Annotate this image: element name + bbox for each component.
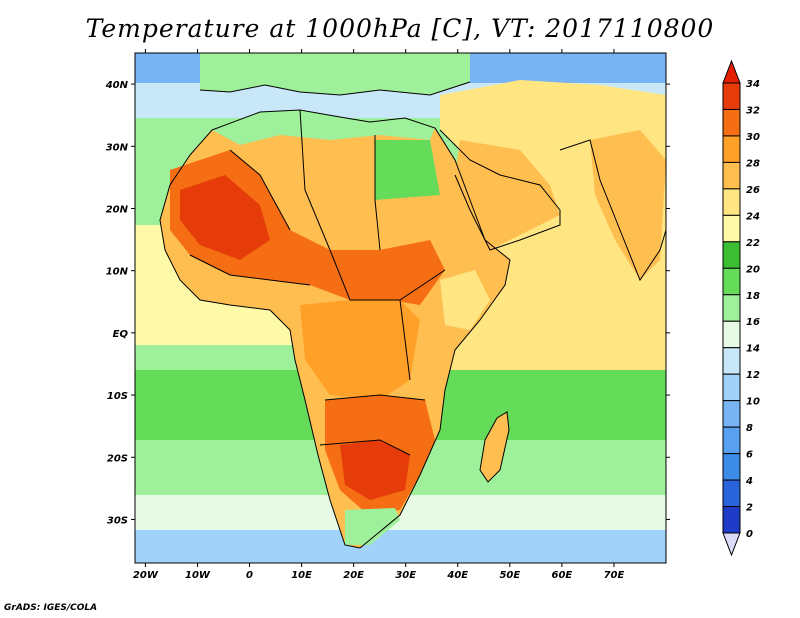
credit-label: GrADS: IGES/COLA [4, 603, 98, 613]
lat-tick-label: 10S [107, 391, 128, 402]
lat-tick-label: 30N [106, 142, 129, 153]
colorbar-label: 12 [746, 370, 760, 381]
colorbar-bottom-arrow [722, 532, 741, 557]
map-title: Temperature at 1000hPa [C], VT: 20171108… [85, 14, 715, 43]
colorbar-segment [722, 347, 741, 375]
europe-land [200, 53, 470, 95]
east-africa-highlands [440, 270, 490, 330]
colorbar-label: 20 [746, 264, 760, 275]
border-6 [324, 394, 426, 401]
colorbar-segment [722, 161, 741, 190]
arabia-coastline [439, 129, 561, 251]
border-7 [319, 439, 411, 456]
north-africa-coast [212, 110, 435, 145]
colorbar-label: 28 [746, 158, 760, 169]
colorbar-label: 14 [746, 344, 760, 355]
madagascar [479, 411, 510, 483]
lat-tick-label: 20S [107, 453, 128, 464]
border-5 [329, 249, 446, 301]
colorbar-top-arrow [722, 59, 741, 84]
lon-tick-label: 10E [291, 570, 312, 581]
west-africa-max [180, 175, 270, 260]
africa-coastline [159, 109, 511, 549]
colorbar-segment [722, 241, 741, 269]
colorbar-segment [722, 108, 741, 137]
colorbar-segment [722, 479, 741, 508]
map-field [135, 53, 666, 563]
lat-tick-label: EQ [113, 329, 129, 340]
lat-tick-label: 40N [105, 80, 129, 91]
colorbar-segment [722, 294, 741, 322]
colorbar-segment [722, 267, 741, 296]
lon-tick-label: 60E [552, 570, 573, 581]
colorbar-segment [722, 400, 741, 428]
colorbar-label: 6 [746, 450, 753, 461]
lat-tick-label: 30S [107, 515, 128, 526]
colorbar-label: 32 [746, 105, 760, 116]
border-1 [229, 149, 291, 231]
lon-axis: 20W 10W 0 10E 20E 30E 40E 50E 60E 70E [133, 49, 625, 581]
border-4 [189, 254, 311, 286]
colorbar-segment [722, 82, 741, 110]
colorbar-label: 2 [746, 503, 753, 514]
border-2 [299, 109, 331, 251]
coastlines [159, 81, 666, 549]
lon-tick-label: 10W [185, 570, 211, 581]
colorbar-label: 26 [746, 185, 760, 196]
colorbar-label: 10 [746, 397, 760, 408]
lon-tick-label: 40E [446, 570, 468, 581]
cape-region [345, 508, 400, 545]
colorbar-label: 18 [746, 291, 760, 302]
lat-tick-label: 10N [106, 267, 129, 278]
lon-tick-label: 30E [395, 570, 416, 581]
mideast-land [440, 80, 666, 300]
lon-tick-label: 0 [246, 570, 253, 581]
kalahari-max [340, 440, 410, 500]
colorbar-segment [722, 426, 741, 455]
colorbar-segment [722, 135, 741, 163]
colorbar-segment [722, 506, 741, 534]
colorbar-segment [722, 214, 741, 243]
colorbar-label: 4 [745, 476, 753, 487]
colorbar-label: 16 [746, 317, 760, 328]
lon-tick-label: 50E [499, 570, 520, 581]
arabia-hot [455, 140, 560, 250]
colorbar-label: 22 [746, 238, 760, 249]
border-3 [374, 135, 381, 251]
lat-tick-label: 20N [106, 204, 129, 215]
india-coastline [559, 139, 666, 282]
colorbar-segment [722, 453, 741, 481]
europe-coastline [199, 81, 471, 96]
egypt-region [375, 140, 440, 200]
colorbar-label: 30 [746, 132, 760, 143]
colorbar-label: 34 [746, 79, 760, 90]
colorbar-segment [722, 320, 741, 349]
lon-tick-label: 20E [343, 570, 364, 581]
colorbar-segment [722, 188, 741, 216]
colorbar-label: 24 [746, 211, 760, 222]
lon-tick-label: 20W [133, 570, 159, 581]
ocean-band-south-cold [135, 530, 666, 563]
lon-tick-label: 70E [604, 570, 625, 581]
lat-axis: 40N 30N 20N 10N EQ 10S 20S 30S [105, 80, 670, 526]
map-frame [134, 52, 667, 564]
colorbar-label: 8 [746, 423, 753, 434]
equatorial-belt [300, 300, 420, 400]
colorbar-label: 0 [746, 529, 753, 540]
india [590, 130, 666, 280]
colorbar-segment [722, 373, 741, 402]
border-8 [399, 299, 411, 381]
